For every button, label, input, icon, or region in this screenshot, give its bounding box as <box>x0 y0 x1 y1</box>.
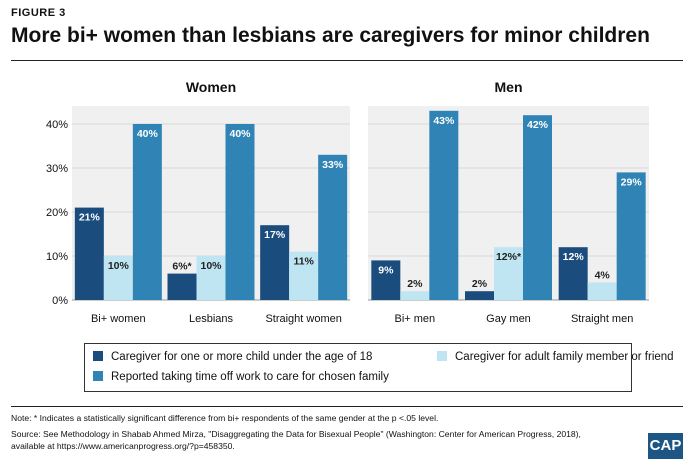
bar-women-bi-women-s2 <box>103 256 133 300</box>
data-label: 2% <box>472 278 488 290</box>
data-label: 10% <box>200 260 222 272</box>
notes-rule <box>11 406 683 407</box>
data-label: 40% <box>229 128 251 140</box>
bar-men-straight-men-s1 <box>558 247 588 300</box>
note-text: Note: * Indicates a statistically signif… <box>11 413 439 423</box>
source-line-2: available at https://www.americanprogres… <box>11 441 235 451</box>
bar-women-lesbians-s1 <box>167 273 197 300</box>
bar-women-straight-women-s1 <box>260 225 290 300</box>
legend-item-adult: Caregiver for adult family member or fri… <box>437 351 674 363</box>
legend-label-chosen-family: Reported taking time off work to care fo… <box>111 371 389 383</box>
bar-women-bi-women-s3 <box>132 124 162 300</box>
data-label: 29% <box>621 176 643 188</box>
legend-swatch-child <box>93 351 103 361</box>
panel-title-men: Men <box>495 79 523 95</box>
bar-men-gay-men-s3 <box>523 115 552 300</box>
bar-men-straight-men-s2 <box>587 282 617 300</box>
data-label: 6%* <box>172 261 192 273</box>
bar-men-bi-men-s1 <box>371 260 401 300</box>
bar-men-bi-men-s3 <box>429 110 459 300</box>
source-line-1: Source: See Methodology in Shabab Ahmed … <box>11 429 581 439</box>
data-label: 11% <box>293 256 314 268</box>
data-label: 40% <box>137 128 159 140</box>
bar-women-lesbians-s3 <box>225 124 255 300</box>
panel-title-women: Women <box>186 79 236 95</box>
data-label: 21% <box>79 212 101 224</box>
cap-logo: CAP <box>648 433 683 459</box>
y-tick-label: 0% <box>52 295 68 307</box>
legend-label-child: Caregiver for one or more child under th… <box>111 351 373 363</box>
y-tick-label: 30% <box>46 163 68 175</box>
data-label: 43% <box>433 115 455 127</box>
bar-women-lesbians-s2 <box>196 256 226 300</box>
data-label: 12%* <box>496 251 522 263</box>
bar-women-straight-women-s3 <box>318 154 348 300</box>
chart-area: Women 0% 10% 20% 30% 40% 21% 10% 40% Bi+ women 6%*… <box>46 79 649 325</box>
data-label: 33% <box>322 159 344 171</box>
bar-men-straight-men-s3 <box>616 172 646 300</box>
title-rule <box>11 60 683 61</box>
data-label: 10% <box>108 260 130 272</box>
data-label: 42% <box>527 119 549 131</box>
bar-women-bi-women-s1 <box>74 207 104 300</box>
figure-label: FIGURE 3 <box>11 7 66 19</box>
y-tick-label: 10% <box>46 251 68 263</box>
y-tick-label: 20% <box>46 207 68 219</box>
page-title: More bi+ women than lesbians are caregiv… <box>11 24 650 47</box>
data-label: 2% <box>407 278 423 290</box>
bar-women-straight-women-s2 <box>289 251 319 300</box>
data-label: 17% <box>264 229 286 241</box>
bar-men-gay-men-s2 <box>494 247 523 300</box>
category-label: Straight women <box>265 313 341 325</box>
bar-men-bi-men-s2 <box>400 291 430 300</box>
data-label: 12% <box>563 251 585 263</box>
legend-swatch-chosen-family <box>93 371 103 381</box>
legend-item-child: Caregiver for one or more child under th… <box>93 351 372 363</box>
category-label: Gay men <box>486 313 531 325</box>
category-label: Bi+ men <box>394 313 435 325</box>
legend-swatch-adult <box>437 351 447 361</box>
data-label: 4% <box>595 269 611 281</box>
category-label: Straight men <box>571 313 633 325</box>
data-label: 9% <box>378 264 394 276</box>
y-tick-label: 40% <box>46 119 68 131</box>
legend-label-adult: Caregiver for adult family member or fri… <box>455 351 674 363</box>
legend: Caregiver for one or more child under th… <box>84 343 674 392</box>
category-label: Lesbians <box>189 313 234 325</box>
bar-men-gay-men-s1 <box>465 291 494 300</box>
category-label: Bi+ women <box>91 313 146 325</box>
legend-item-chosen-family: Reported taking time off work to care fo… <box>93 371 389 383</box>
